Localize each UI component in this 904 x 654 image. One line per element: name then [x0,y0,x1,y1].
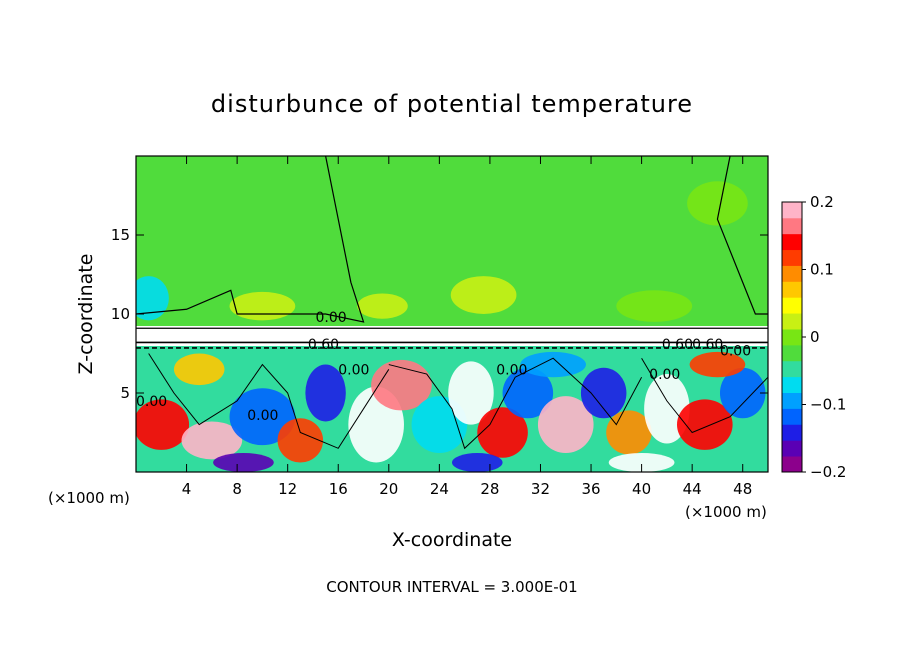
contour-label: 0.60 [308,337,339,353]
field-blob [450,276,517,314]
colorbar: 0.2 0.1 0 −0.1 −0.2 [781,193,846,481]
field-blob [580,367,627,419]
field-blob [357,293,408,319]
contour-label: 0.00 [338,362,369,378]
contour-label: 0.60 [692,337,723,353]
colorbar-segment [782,360,802,378]
contour-line [148,353,390,449]
contour-label: 0.00 [247,408,278,424]
x-tick-label: 40 [632,480,651,498]
y-tick-label: 10 [111,305,130,323]
colorbar-segment [782,424,802,441]
field-blob [229,388,296,446]
chart-title: disturbunce of potential temperature [211,90,693,118]
x-unit-label-left: (×1000 m) [48,489,130,507]
contour-label: 0.00 [720,343,751,359]
contour-line [136,156,365,323]
colorbar-tick-label: 0.1 [810,261,834,279]
colorbar-segment [782,313,802,330]
colorbar-segment [782,440,802,457]
field-blob [477,407,528,458]
colorbar-segment [782,297,802,314]
inversion-band [136,326,768,346]
field-blob [277,418,324,463]
x-tick-label: 32 [531,480,550,498]
x-axis-label: X-coordinate [392,529,512,551]
field-blob [305,364,346,422]
contour-label: 0.00 [496,362,527,378]
field-blob [213,453,274,472]
field-blob [537,396,594,454]
contour-line [388,357,643,450]
colorbar-tick-label: 0 [810,328,820,346]
field-blob [173,353,225,386]
field-blob [608,453,675,472]
x-tick-label: 8 [232,480,242,498]
field-blob [687,181,748,226]
colorbar-tick-label: −0.1 [810,396,846,414]
colorbar-segment [782,281,802,298]
y-tick-label: 5 [120,384,130,402]
x-tick-label: 48 [733,480,752,498]
x-tick-label: 44 [683,480,702,498]
colorbar-segment [782,202,802,219]
field-blob [502,367,554,419]
field-blob [136,399,190,450]
field-blob [229,291,296,321]
colorbar-segment [782,376,802,393]
field-blob [181,421,243,460]
colorbar-segment [782,217,802,235]
contour-interval-note: CONTOUR INTERVAL = 3.000E-01 [326,578,577,596]
colorbar-segment [782,249,802,266]
colorbar-segment [782,265,802,282]
field-blob [452,453,503,472]
y-tick-label: 15 [111,226,130,244]
field-blob [448,361,494,425]
field-blob [719,367,766,419]
colorbar-segment [782,344,802,362]
field-blob [136,276,169,321]
contour-label: 0.60 [662,337,693,353]
contour-line [716,156,768,315]
x-tick-label: 16 [329,480,348,498]
colorbar-segment [782,233,802,251]
x-unit-label-right: (×1000 m) [685,503,767,521]
colorbar-segment [782,329,802,346]
colorbar-segment [782,408,802,425]
y-axis-label: Z-coordinate [75,254,97,375]
colorbar-segment [782,456,802,473]
contour-label: 0.00 [649,367,680,383]
x-tick-label: 4 [182,480,192,498]
contour-label: 0.00 [136,394,167,410]
x-tick-label: 24 [430,480,449,498]
field-area [136,156,768,472]
x-tick-label: 36 [581,480,600,498]
x-tick-label: 28 [480,480,499,498]
colorbar-segment [782,392,802,409]
colorbar-tick-label: −0.2 [810,463,846,481]
colorbar-tick-label: 0.2 [810,193,834,211]
field-blob [676,399,733,450]
contour-line [641,357,768,434]
field-blob [616,290,693,322]
field-blob [520,351,586,378]
field-blob [689,351,746,378]
contour-label: 0.00 [315,310,346,326]
x-tick-label: 20 [379,480,398,498]
x-tick-label: 12 [278,480,297,498]
